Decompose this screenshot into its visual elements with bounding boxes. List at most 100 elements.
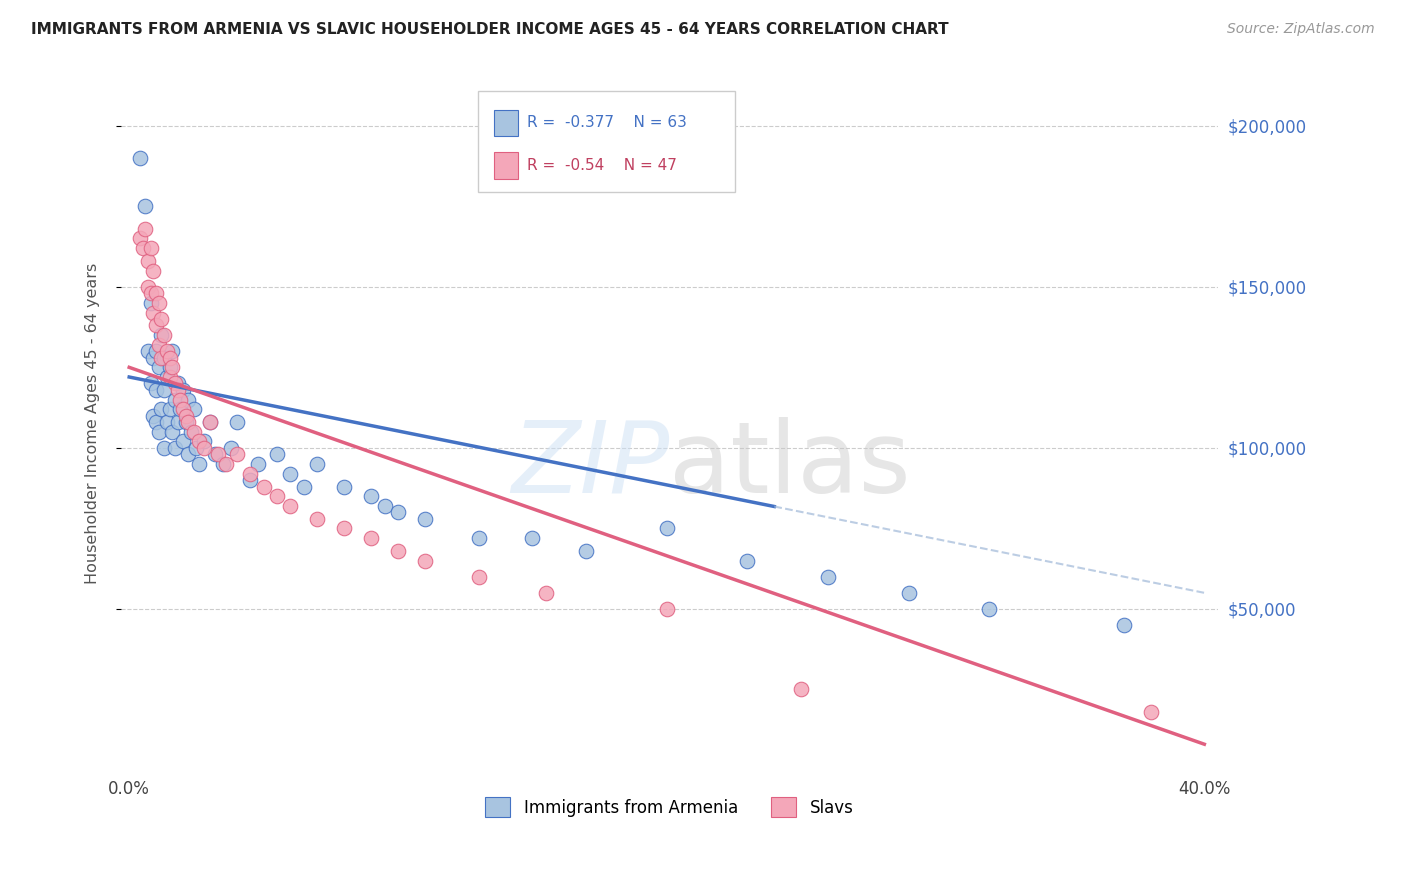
FancyBboxPatch shape — [494, 153, 519, 178]
Immigrants from Armenia — [374, 499, 396, 513]
Slavs — [215, 457, 238, 471]
Slavs — [280, 499, 302, 513]
Slavs — [145, 318, 167, 333]
Immigrants from Armenia — [145, 415, 167, 429]
Immigrants from Armenia — [150, 328, 173, 343]
Immigrants from Armenia — [156, 415, 179, 429]
Slavs — [207, 447, 229, 461]
Slavs — [252, 479, 274, 493]
Slavs — [534, 586, 557, 600]
Immigrants from Armenia — [1112, 618, 1135, 632]
Slavs — [467, 570, 489, 584]
Immigrants from Armenia — [360, 489, 382, 503]
Immigrants from Armenia — [139, 376, 162, 391]
Immigrants from Armenia — [163, 392, 186, 407]
FancyBboxPatch shape — [494, 110, 519, 136]
Immigrants from Armenia — [134, 199, 156, 213]
Immigrants from Armenia — [153, 351, 176, 365]
Slavs — [129, 231, 152, 245]
Slavs — [159, 351, 181, 365]
Slavs — [142, 263, 165, 277]
Slavs — [183, 425, 205, 439]
Text: Source: ZipAtlas.com: Source: ZipAtlas.com — [1227, 22, 1375, 37]
Immigrants from Armenia — [387, 505, 409, 519]
Slavs — [163, 376, 186, 391]
Text: atlas: atlas — [669, 417, 911, 514]
Immigrants from Armenia — [172, 383, 194, 397]
Immigrants from Armenia — [292, 479, 315, 493]
Immigrants from Armenia — [145, 383, 167, 397]
Immigrants from Armenia — [156, 370, 179, 384]
Immigrants from Armenia — [153, 441, 176, 455]
Slavs — [172, 402, 194, 417]
Slavs — [266, 489, 288, 503]
Immigrants from Armenia — [172, 434, 194, 449]
Slavs — [139, 286, 162, 301]
Immigrants from Armenia — [160, 425, 183, 439]
Slavs — [177, 415, 200, 429]
Immigrants from Armenia — [333, 479, 356, 493]
Slavs — [225, 447, 247, 461]
Immigrants from Armenia — [413, 512, 436, 526]
Slavs — [131, 241, 153, 255]
Slavs — [193, 441, 215, 455]
Slavs — [145, 286, 167, 301]
Immigrants from Armenia — [522, 531, 544, 545]
Immigrants from Armenia — [198, 415, 221, 429]
Slavs — [360, 531, 382, 545]
Slavs — [413, 553, 436, 567]
Text: R =  -0.377    N = 63: R = -0.377 N = 63 — [527, 115, 686, 130]
Immigrants from Armenia — [239, 473, 262, 487]
Slavs — [307, 512, 329, 526]
Immigrants from Armenia — [467, 531, 489, 545]
Slavs — [188, 434, 211, 449]
Immigrants from Armenia — [180, 425, 202, 439]
Text: R =  -0.54    N = 47: R = -0.54 N = 47 — [527, 158, 676, 173]
Immigrants from Armenia — [188, 457, 211, 471]
Immigrants from Armenia — [177, 392, 200, 407]
Immigrants from Armenia — [177, 447, 200, 461]
Text: ZIP: ZIP — [512, 417, 669, 514]
Immigrants from Armenia — [148, 425, 170, 439]
Immigrants from Armenia — [247, 457, 270, 471]
Immigrants from Armenia — [148, 360, 170, 375]
Immigrants from Armenia — [737, 553, 759, 567]
Slavs — [148, 338, 170, 352]
Immigrants from Armenia — [159, 360, 181, 375]
Immigrants from Armenia — [897, 586, 920, 600]
Immigrants from Armenia — [160, 344, 183, 359]
Slavs — [148, 296, 170, 310]
Slavs — [239, 467, 262, 481]
Immigrants from Armenia — [212, 457, 235, 471]
Immigrants from Armenia — [139, 296, 162, 310]
Immigrants from Armenia — [145, 344, 167, 359]
Immigrants from Armenia — [221, 441, 243, 455]
FancyBboxPatch shape — [478, 91, 735, 192]
Slavs — [387, 544, 409, 558]
Immigrants from Armenia — [142, 351, 165, 365]
Immigrants from Armenia — [193, 434, 215, 449]
Immigrants from Armenia — [204, 447, 226, 461]
Immigrants from Armenia — [979, 602, 1001, 616]
Immigrants from Armenia — [183, 402, 205, 417]
Slavs — [156, 344, 179, 359]
Immigrants from Armenia — [166, 415, 188, 429]
Immigrants from Armenia — [280, 467, 302, 481]
Slavs — [169, 392, 191, 407]
Slavs — [136, 280, 159, 294]
Slavs — [142, 305, 165, 319]
Slavs — [134, 222, 156, 236]
Legend: Immigrants from Armenia, Slavs: Immigrants from Armenia, Slavs — [478, 790, 860, 824]
Immigrants from Armenia — [153, 383, 176, 397]
Immigrants from Armenia — [129, 151, 152, 165]
Slavs — [160, 360, 183, 375]
Text: IMMIGRANTS FROM ARMENIA VS SLAVIC HOUSEHOLDER INCOME AGES 45 - 64 YEARS CORRELAT: IMMIGRANTS FROM ARMENIA VS SLAVIC HOUSEH… — [31, 22, 949, 37]
Immigrants from Armenia — [225, 415, 247, 429]
Immigrants from Armenia — [169, 402, 191, 417]
Immigrants from Armenia — [575, 544, 598, 558]
Immigrants from Armenia — [142, 409, 165, 423]
Immigrants from Armenia — [655, 521, 678, 535]
Slavs — [1139, 705, 1161, 719]
Immigrants from Armenia — [817, 570, 839, 584]
Slavs — [150, 312, 173, 326]
